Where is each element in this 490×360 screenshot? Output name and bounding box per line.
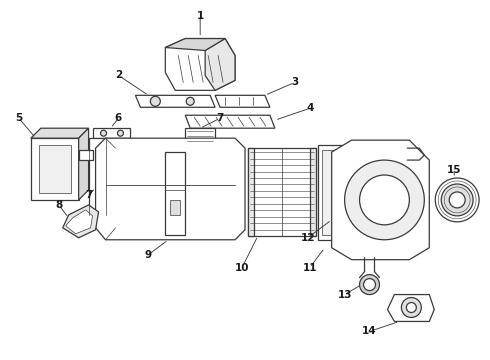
Polygon shape	[388, 294, 434, 321]
Circle shape	[449, 192, 465, 208]
Polygon shape	[78, 150, 93, 160]
Polygon shape	[39, 145, 71, 193]
Polygon shape	[31, 138, 78, 200]
Polygon shape	[165, 39, 235, 90]
Circle shape	[406, 302, 416, 312]
Polygon shape	[63, 205, 98, 238]
Text: 12: 12	[300, 233, 315, 243]
Text: 1: 1	[196, 11, 204, 21]
Polygon shape	[318, 145, 347, 240]
Polygon shape	[135, 95, 215, 107]
Circle shape	[118, 130, 123, 136]
Circle shape	[344, 160, 424, 240]
Text: 13: 13	[337, 289, 352, 300]
Polygon shape	[96, 138, 245, 240]
Polygon shape	[215, 95, 270, 107]
Polygon shape	[66, 210, 93, 234]
Text: 6: 6	[115, 113, 122, 123]
Circle shape	[150, 96, 160, 106]
Text: 3: 3	[291, 77, 298, 87]
Text: 4: 4	[306, 103, 314, 113]
Text: 7: 7	[85, 190, 92, 200]
Circle shape	[360, 275, 379, 294]
Polygon shape	[332, 140, 429, 260]
Circle shape	[186, 97, 194, 105]
Circle shape	[435, 178, 479, 222]
Text: 7: 7	[217, 113, 224, 123]
Circle shape	[441, 184, 473, 216]
Text: 8: 8	[55, 200, 62, 210]
Bar	[248, 148, 254, 236]
Polygon shape	[165, 152, 185, 235]
Polygon shape	[31, 128, 89, 138]
Circle shape	[364, 279, 375, 291]
Polygon shape	[78, 128, 89, 200]
Text: 11: 11	[302, 263, 317, 273]
Circle shape	[360, 175, 409, 225]
Text: 15: 15	[447, 165, 462, 175]
Polygon shape	[171, 200, 180, 215]
Polygon shape	[165, 39, 225, 50]
Polygon shape	[93, 128, 130, 138]
Polygon shape	[185, 128, 215, 145]
Polygon shape	[185, 115, 275, 128]
Text: 10: 10	[235, 263, 249, 273]
Bar	[310, 148, 316, 236]
Circle shape	[401, 298, 421, 318]
Text: 5: 5	[15, 113, 23, 123]
Polygon shape	[89, 138, 105, 215]
Text: 9: 9	[145, 250, 152, 260]
Polygon shape	[322, 150, 343, 235]
Circle shape	[100, 130, 106, 136]
Text: 14: 14	[362, 327, 377, 336]
Bar	[248, 148, 316, 236]
Text: 2: 2	[115, 71, 122, 80]
Polygon shape	[205, 39, 235, 90]
